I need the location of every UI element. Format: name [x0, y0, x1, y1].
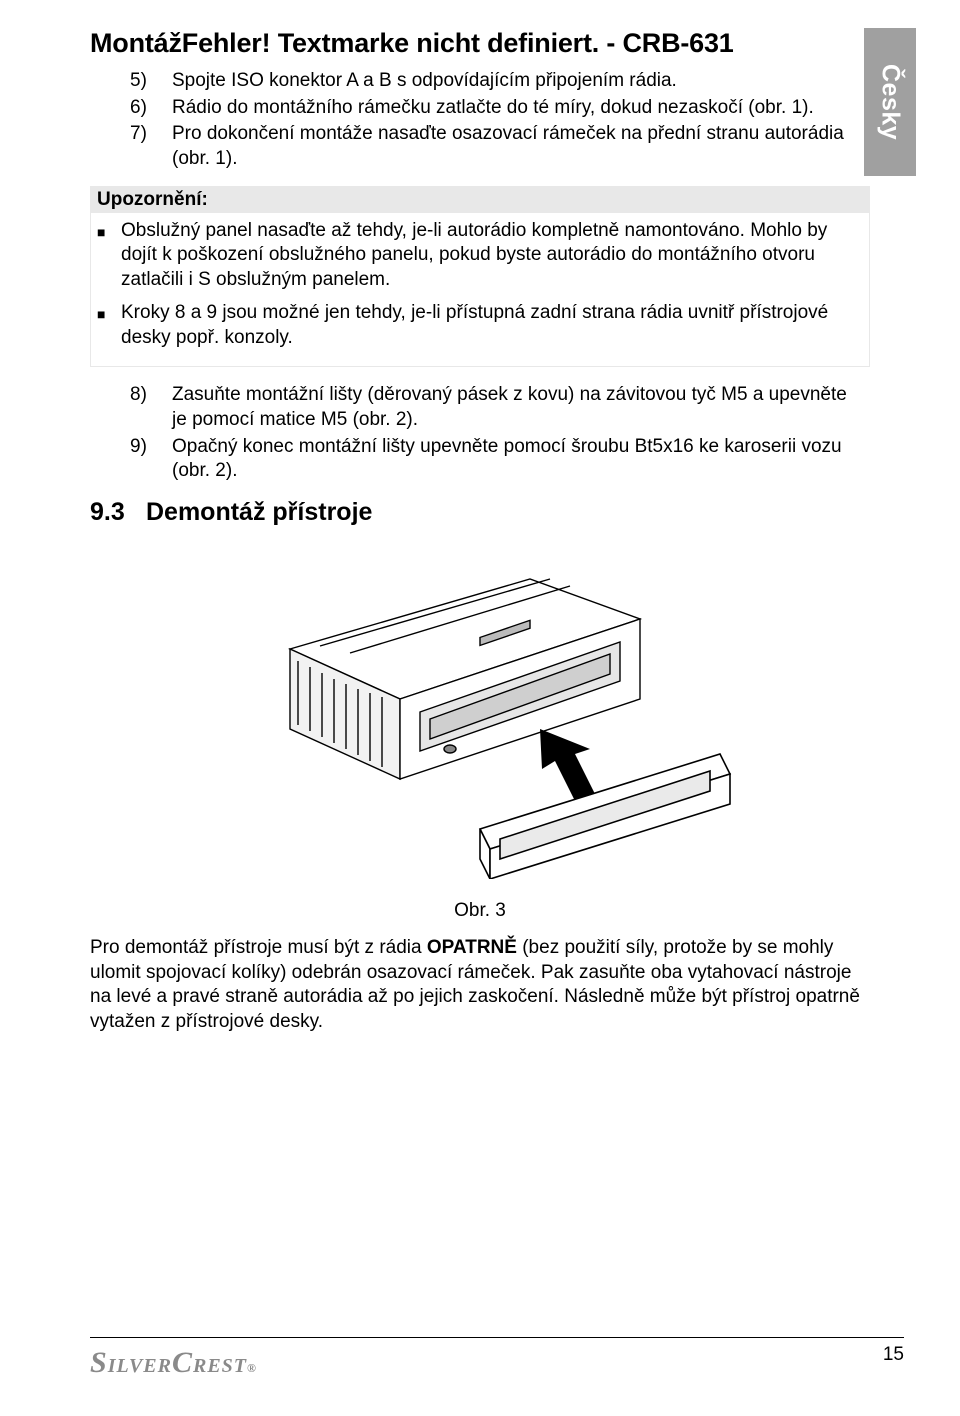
page-title: MontážFehler! Textmarke nicht definiert.…: [90, 28, 870, 59]
item-text: Obslužný panel nasaďte až tehdy, je-li a…: [121, 219, 859, 293]
item-number: 7): [130, 122, 172, 171]
language-tab-label: Česky: [876, 64, 905, 140]
item-text: Opačný konec montážní lišty upevněte pom…: [172, 435, 870, 484]
figure-illustration: [90, 549, 870, 884]
list-item: 5) Spojte ISO konektor A a B s odpovídaj…: [130, 69, 870, 94]
notice-box: Upozornění: ■ Obslužný panel nasaďte až …: [90, 186, 870, 367]
body-paragraph: Pro demontáž přístroje musí být z rádia …: [90, 936, 870, 1035]
steps-list-a: 5) Spojte ISO konektor A a B s odpovídaj…: [130, 69, 870, 172]
section-title: Demontáž přístroje: [146, 498, 372, 527]
item-number: 9): [130, 435, 172, 484]
registered-icon: ®: [247, 1361, 257, 1376]
item-text: Spojte ISO konektor A a B s odpovídající…: [172, 69, 870, 94]
steps-list-b: 8) Zasuňte montážní lišty (děrovaný páse…: [130, 383, 870, 484]
language-tab: Česky: [864, 28, 916, 176]
list-item: ■ Kroky 8 a 9 jsou možné jen tehdy, je-l…: [97, 301, 859, 350]
list-item: 6) Rádio do montážního rámečku zatlačte …: [130, 96, 870, 121]
item-text: Kroky 8 a 9 jsou možné jen tehdy, je-li …: [121, 301, 859, 350]
footer-divider: [90, 1337, 904, 1338]
bullet-icon: ■: [97, 301, 121, 350]
brand-part: ilver: [108, 1347, 172, 1380]
device-diagram: [220, 549, 740, 879]
page-footer: SilverCrest® 15: [90, 1337, 904, 1380]
section-heading: 9.3 Demontáž přístroje: [90, 498, 870, 527]
item-text: Pro dokončení montáže nasaďte osazovací …: [172, 122, 870, 171]
brand-part: S: [90, 1346, 108, 1380]
brand-part: C: [172, 1346, 193, 1380]
brand-part: rest: [193, 1347, 247, 1380]
item-number: 6): [130, 96, 172, 121]
brand-logo: SilverCrest®: [90, 1346, 257, 1380]
page-number: 15: [883, 1344, 904, 1366]
figure-caption: Obr. 3: [90, 900, 870, 922]
list-item: 8) Zasuňte montážní lišty (děrovaný páse…: [130, 383, 870, 432]
item-number: 5): [130, 69, 172, 94]
item-text: Rádio do montážního rámečku zatlačte do …: [172, 96, 870, 121]
notice-title: Upozornění:: [91, 187, 869, 213]
bullet-icon: ■: [97, 219, 121, 293]
list-item: ■ Obslužný panel nasaďte až tehdy, je-li…: [97, 219, 859, 293]
para-part: Pro demontáž přístroje musí být z rádia: [90, 937, 427, 958]
list-item: 9) Opačný konec montážní lišty upevněte …: [130, 435, 870, 484]
section-number: 9.3: [90, 498, 146, 527]
list-item: 7) Pro dokončení montáže nasaďte osazova…: [130, 122, 870, 171]
notice-body: ■ Obslužný panel nasaďte až tehdy, je-li…: [91, 213, 869, 366]
item-text: Zasuňte montážní lišty (děrovaný pásek z…: [172, 383, 870, 432]
item-number: 8): [130, 383, 172, 432]
para-bold: OPATRNĚ: [427, 937, 517, 958]
